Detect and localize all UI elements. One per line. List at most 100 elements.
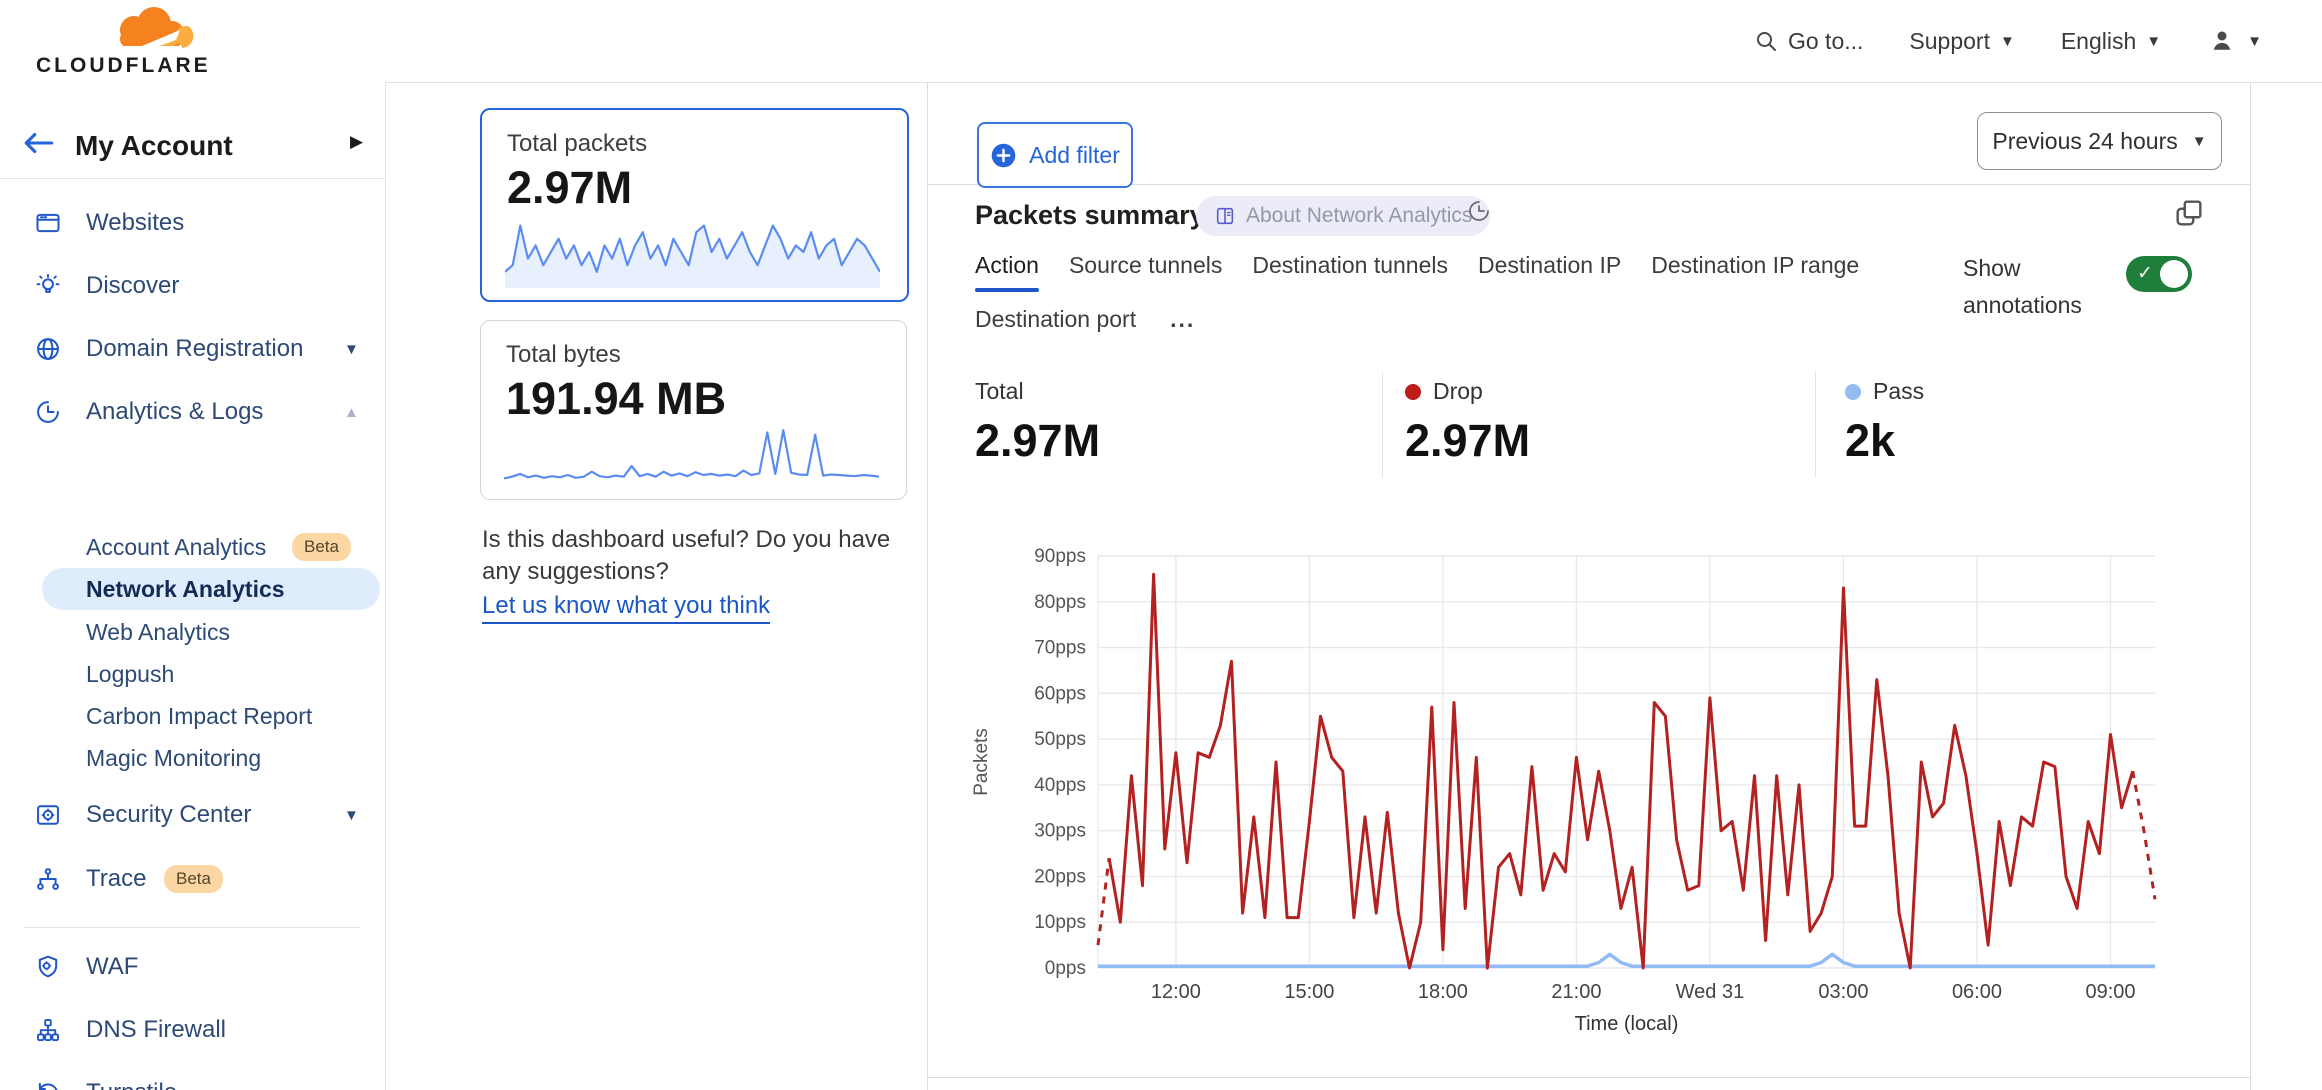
stat-total: Total 2.97M — [975, 378, 1100, 467]
chevron-down-icon: ▼ — [2247, 32, 2262, 50]
panel-bottom-divider — [928, 1077, 2250, 1078]
account-name[interactable]: My Account — [75, 130, 233, 161]
stat-value: 2.97M — [975, 415, 1101, 466]
active-tab-underline — [975, 288, 1039, 292]
svg-text:21:00: 21:00 — [1551, 981, 1601, 1003]
show-annotations-toggle[interactable]: ✓ — [2126, 256, 2192, 292]
sidebar-item-websites[interactable]: Websites — [0, 201, 385, 245]
card-value: 2.97M — [507, 162, 633, 213]
chevron-down-icon: ▼ — [344, 340, 359, 358]
sidebar-item-label: Carbon Impact Report — [86, 702, 313, 729]
stat-label: Total — [975, 378, 1024, 404]
book-icon — [1216, 207, 1234, 225]
support-menu[interactable]: Support ▼ — [1909, 28, 2014, 55]
plus-circle-icon — [991, 143, 1016, 167]
svg-text:90pps: 90pps — [1034, 546, 1086, 567]
check-icon: ✓ — [2137, 263, 2153, 284]
cloudflare-logo-text: CLOUDFLARE — [36, 54, 211, 77]
svg-text:30pps: 30pps — [1034, 821, 1086, 842]
tab-destination-ip-range[interactable]: Destination IP range — [1651, 252, 1860, 278]
packets-chart: 0pps 10pps 20pps 30pps 40pps 50pps 60pps 70pps 8… — [971, 546, 2157, 1035]
total-packets-sparkline — [505, 224, 880, 288]
sidebar-item-domain-registration[interactable]: Domain Registration ▼ — [0, 327, 385, 371]
svg-text:40pps: 40pps — [1034, 775, 1086, 796]
svg-text:06:00: 06:00 — [1952, 981, 2002, 1003]
user-icon — [2214, 31, 2231, 50]
vault-icon — [37, 805, 59, 825]
feedback-link[interactable]: Let us know what you think — [482, 592, 771, 624]
card-value: 191.94 MB — [506, 373, 727, 424]
header-nav: Go to... Support ▼ English ▼ ▼ — [1754, 0, 2262, 82]
tab-destination-tunnels[interactable]: Destination tunnels — [1252, 252, 1448, 278]
sidebar-item-dns-firewall[interactable]: DNS Firewall — [0, 1008, 385, 1052]
sidebar-item-label: Discover — [86, 272, 180, 299]
support-label: Support — [1909, 27, 1990, 54]
sidebar-item-network-analytics[interactable]: Network Analytics — [0, 568, 385, 610]
toggle-knob — [2160, 260, 2188, 288]
time-range-dropdown[interactable]: Previous 24 hours ▼ — [1977, 112, 2222, 170]
sidebar-item-web-analytics[interactable]: Web Analytics — [0, 611, 385, 653]
sidebar-item-logpush[interactable]: Logpush — [0, 653, 385, 695]
total-bytes-card[interactable]: Total bytes 191.94 MB — [480, 320, 907, 500]
top-header: CLOUDFLARE Go to... Support ▼ English ▼ — [0, 0, 2322, 83]
trace-flow-icon — [37, 868, 59, 890]
sidebar-item-trace[interactable]: Trace Beta — [0, 857, 385, 901]
language-label: English — [2060, 27, 2137, 54]
show-annotations-label: Show annotations — [1963, 255, 2082, 318]
card-title: Total packets — [507, 130, 648, 157]
sidebar-item-label: Network Analytics — [86, 575, 285, 602]
total-packets-card[interactable]: Total packets 2.97M — [480, 108, 909, 302]
chevron-right-icon[interactable]: ▶ — [350, 132, 364, 151]
chevron-up-icon: ▲ — [344, 403, 359, 421]
active-item-highlight — [42, 568, 380, 610]
svg-text:0pps: 0pps — [1045, 958, 1086, 979]
language-menu[interactable]: English ▼ — [2061, 28, 2161, 55]
sidebar-item-discover[interactable]: Discover — [0, 264, 385, 308]
search-icon — [1756, 32, 1776, 51]
duplicate-window-icon[interactable] — [2172, 196, 2206, 230]
svg-text:12:00: 12:00 — [1151, 981, 1201, 1003]
sidebar-item-carbon-impact-report[interactable]: Carbon Impact Report — [0, 695, 385, 737]
chevron-down-icon: ▼ — [1999, 32, 2015, 50]
chevron-down-icon: ▼ — [344, 806, 359, 824]
sidebar-item-account-analytics[interactable]: Account Analytics Beta — [0, 526, 385, 568]
sidebar-item-label: Magic Monitoring — [86, 744, 262, 771]
card-title: Total bytes — [506, 341, 621, 368]
svg-text:Wed 31: Wed 31 — [1676, 981, 1745, 1003]
stat-pass: Pass 2k — [1845, 378, 1924, 467]
cloudflare-logo[interactable]: CLOUDFLARE — [18, 4, 218, 78]
tab-source-tunnels[interactable]: Source tunnels — [1068, 252, 1223, 278]
svg-text:10pps: 10pps — [1034, 912, 1086, 933]
total-bytes-sparkline — [504, 429, 879, 480]
tab-destination-port[interactable]: Destination port — [975, 306, 1137, 332]
sidebar-item-security-center[interactable]: Security Center ▼ — [0, 793, 385, 837]
sidebar-item-label: Analytics & Logs — [86, 398, 264, 425]
add-filter-button[interactable]: Add filter — [977, 122, 1133, 188]
sidebar-item-turnstile[interactable]: Turnstile — [0, 1071, 385, 1090]
svg-text:80pps: 80pps — [1034, 592, 1086, 613]
drop-dot — [1405, 383, 1421, 400]
stat-drop: Drop 2.97M — [1405, 378, 1530, 467]
sidebar-item-label: Trace — [86, 865, 147, 892]
back-arrow-icon[interactable] — [22, 130, 56, 156]
sidebar-item-waf[interactable]: WAF — [0, 945, 385, 989]
lightbulb-icon — [36, 274, 60, 293]
tab-destination-ip[interactable]: Destination IP — [1478, 252, 1622, 278]
sidebar-item-analytics-logs[interactable]: Analytics & Logs ▲ — [0, 390, 385, 434]
stat-value: 2k — [1845, 415, 1896, 466]
tab-action[interactable]: Action — [975, 252, 1039, 278]
sidebar-item-label: Security Center — [86, 801, 252, 828]
pie-chart-icon[interactable] — [1466, 198, 1492, 224]
about-badge-label: About Network Analytics — [1246, 204, 1473, 227]
sidebar-item-magic-monitoring[interactable]: Magic Monitoring — [0, 737, 385, 779]
shield-gear-icon — [38, 955, 58, 978]
sidebar-item-label: Domain Registration — [86, 335, 304, 362]
cloudflare-cloud-icon — [120, 7, 194, 48]
go-to-search[interactable]: Go to... — [1754, 28, 1863, 55]
sidebar-item-label: Web Analytics — [86, 618, 231, 645]
more-tabs-button[interactable]: ... — [1170, 306, 1196, 332]
user-menu[interactable]: ▼ — [2207, 26, 2262, 56]
about-network-analytics-badge[interactable]: About Network Analytics — [1196, 196, 1491, 236]
chevron-down-icon: ▼ — [2191, 132, 2207, 150]
beta-badge: Beta — [164, 865, 223, 893]
